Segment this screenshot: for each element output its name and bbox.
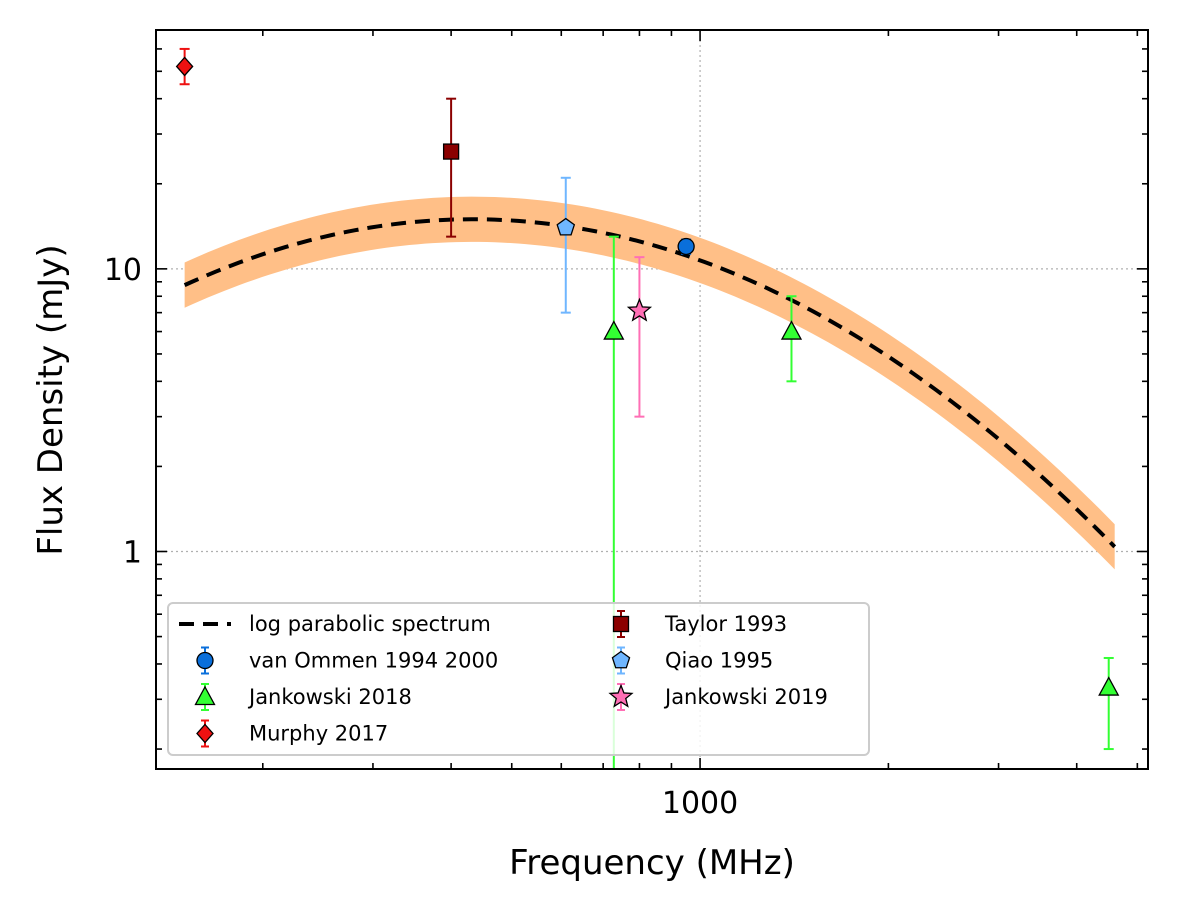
legend-label: Jankowski 2019: [663, 685, 828, 709]
fit-uncertainty-band: [184, 196, 1115, 570]
x-tick-label: 1000: [662, 786, 738, 821]
marker-triangle: [1098, 676, 1120, 696]
fit-curve-layer: [183, 217, 1117, 549]
y-axis-label: Flux Density (mJy): [31, 244, 71, 555]
legend-entry: log parabolic spectrum: [179, 612, 491, 636]
data-point-jankowski-2018: [780, 295, 803, 383]
legend-label: van Ommen 1994 2000: [249, 649, 498, 673]
legend-box: [167, 602, 870, 756]
marker-square: [442, 143, 460, 160]
marker-triangle: [780, 320, 803, 340]
legend-marker-triangle: [194, 685, 216, 706]
x-axis-label: Frequency (MHz): [509, 843, 795, 883]
data-point-taylor-1993: [442, 97, 460, 238]
legend-label: log parabolic spectrum: [249, 612, 491, 636]
marker-pentagon: [556, 217, 576, 236]
fit-band: [184, 196, 1115, 570]
legend-marker-pentagon: [611, 650, 631, 669]
y-tick-label: 1: [123, 535, 142, 570]
data-point-qiao-1995: [556, 176, 576, 314]
legend-entry: Jankowski 2018: [194, 683, 412, 711]
legend-label: Qiao 1995: [665, 649, 773, 673]
legend-entry: Qiao 1995: [611, 646, 773, 675]
marker-diamond: [175, 56, 194, 77]
data-point-murphy-2017: [175, 47, 194, 86]
legend-marker-square: [612, 615, 630, 633]
marker-star: [626, 297, 653, 322]
legend-entry: Jankowski 2019: [608, 683, 828, 711]
marker-triangle: [603, 320, 625, 340]
axis-tick-labels: 1000 1 10: [104, 253, 738, 821]
legend: log parabolic spectrum van Ommen 1994 200…: [167, 602, 870, 756]
legend-entry: Taylor 1993: [612, 610, 787, 638]
data-point-van-ommen-1994-2000: [677, 237, 695, 256]
plot-frame: [155, 29, 1149, 770]
legend-label: Taylor 1993: [664, 612, 787, 636]
legend-marker-diamond: [196, 723, 214, 744]
legend-marker-star: [608, 683, 634, 708]
legend-label: Jankowski 2018: [247, 685, 412, 709]
legend-entry: Murphy 2017: [196, 719, 388, 748]
marker-circle: [677, 237, 695, 256]
fit-curve-line: [183, 217, 1117, 549]
y-tick-label: 10: [104, 253, 142, 288]
data-point-jankowski-2018: [1098, 656, 1120, 751]
legend-label: Murphy 2017: [249, 722, 388, 746]
data-point-jankowski-2019: [626, 256, 653, 418]
legend-entry: van Ommen 1994 2000: [196, 646, 498, 675]
legend-marker-circle: [196, 651, 214, 670]
axis-ticks: [156, 29, 1148, 769]
